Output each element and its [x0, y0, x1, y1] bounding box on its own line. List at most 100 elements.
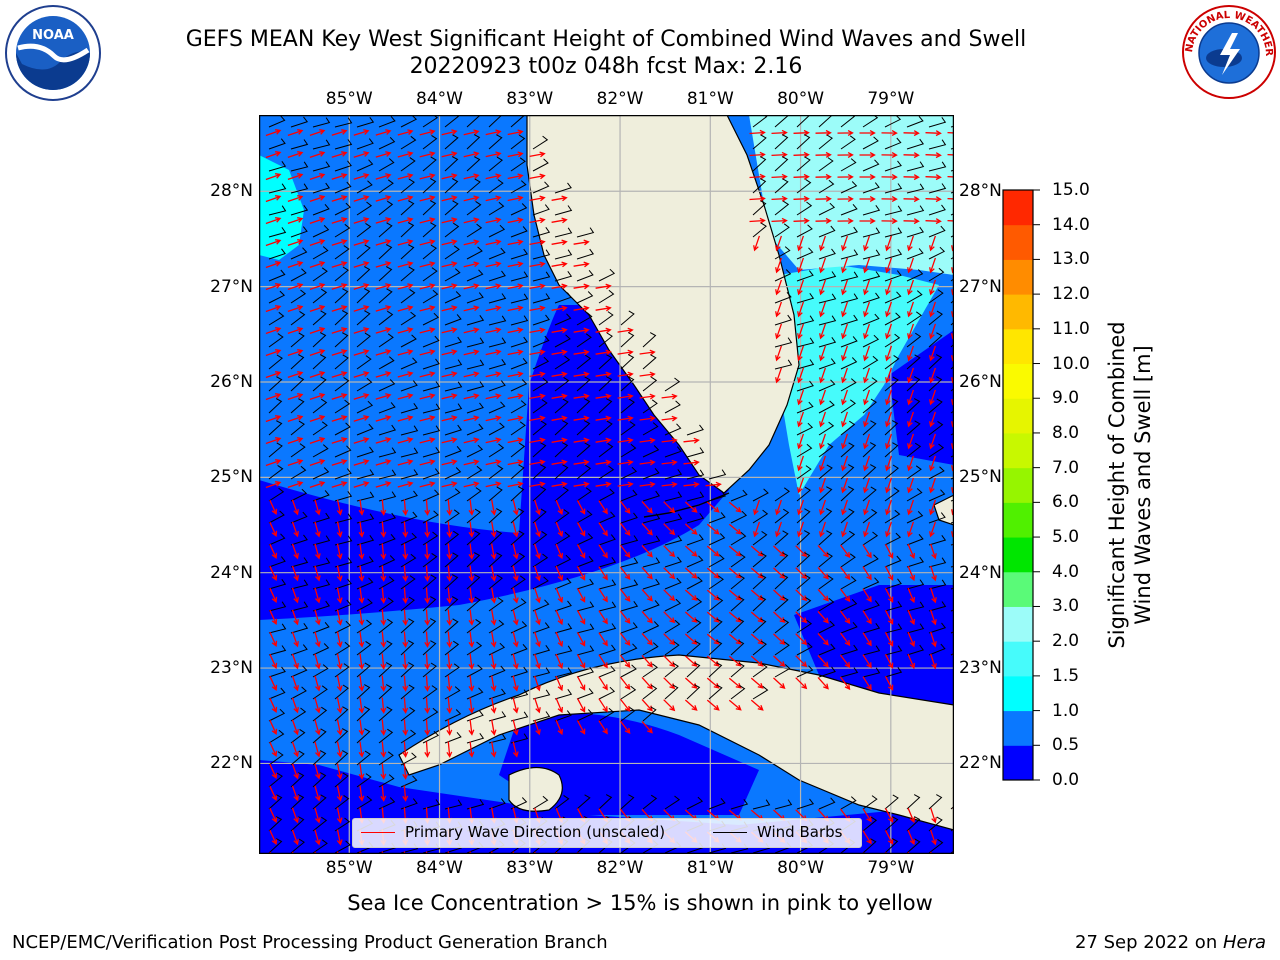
wind-barb	[466, 156, 481, 172]
wind-barb	[554, 420, 569, 436]
wave-direction-arrow	[336, 697, 343, 714]
wave-direction-arrow	[885, 367, 893, 384]
wind-barb	[444, 686, 461, 700]
wave-direction-arrow	[375, 283, 392, 290]
wave-direction-arrow	[358, 675, 365, 692]
wind-barb	[532, 335, 550, 348]
wind-barb	[510, 203, 528, 216]
wind-barb	[554, 376, 570, 392]
wave-direction-arrow	[463, 195, 480, 202]
wind-barb	[378, 512, 397, 524]
wind-barb	[928, 225, 946, 238]
wave-direction-arrow	[663, 523, 676, 536]
wave-direction-arrow	[771, 151, 788, 158]
colorbar-segment	[1003, 259, 1033, 295]
wind-barb	[356, 556, 374, 568]
wind-barb	[290, 116, 309, 128]
wave-direction-arrow	[358, 587, 365, 604]
wave-direction-arrow	[930, 807, 937, 824]
wave-direction-arrow	[775, 301, 783, 318]
wave-direction-arrow	[573, 239, 590, 246]
wave-direction-arrow	[358, 609, 365, 626]
wind-barb	[488, 619, 505, 634]
wind-barb	[510, 575, 526, 590]
wave-direction-arrow	[512, 521, 519, 538]
wind-barb	[488, 315, 507, 326]
wind-barb	[532, 356, 550, 370]
wind-barb	[730, 553, 746, 568]
wave-direction-arrow	[598, 522, 608, 537]
wave-direction-arrow	[598, 698, 608, 713]
wave-direction-arrow	[375, 481, 392, 488]
colorbar-segment	[1003, 224, 1033, 260]
wind-barb	[620, 354, 635, 370]
wave-direction-arrow	[353, 415, 370, 422]
colorbar-segment	[1003, 328, 1033, 365]
wind-barb	[312, 354, 327, 370]
wind-barb	[818, 293, 837, 304]
wave-direction-arrow	[485, 129, 502, 136]
wind-barb	[554, 464, 569, 480]
wave-direction-arrow	[684, 523, 698, 535]
wave-direction-arrow	[265, 481, 282, 489]
wind-barb	[840, 115, 856, 128]
wave-direction-arrow	[468, 543, 475, 560]
wind-barb	[312, 839, 328, 854]
wind-barb	[290, 601, 309, 612]
wave-direction-arrow	[534, 631, 541, 648]
colorbar-tick-label: 6.0	[1052, 492, 1080, 513]
wave-direction-arrow	[907, 499, 915, 516]
wind-barb	[598, 794, 613, 810]
wave-direction-arrow	[884, 631, 894, 647]
wave-direction-arrow	[446, 675, 453, 692]
wave-direction-arrow	[419, 415, 436, 422]
wave-direction-arrow	[929, 477, 937, 494]
wind-barb	[906, 579, 925, 590]
wind-barb	[422, 403, 441, 414]
wave-direction-arrow	[797, 323, 805, 340]
wave-direction-arrow	[881, 174, 898, 180]
wind-barb	[928, 398, 943, 414]
wind-barb	[554, 205, 573, 216]
wave-direction-arrow	[507, 305, 524, 312]
wind-barb	[928, 139, 947, 150]
wind-barb	[884, 227, 903, 238]
wave-direction-arrow	[419, 129, 436, 136]
wave-direction-arrow	[507, 217, 524, 224]
wind-barb	[488, 134, 503, 150]
wave-direction-arrow	[265, 239, 282, 247]
wind-barb	[444, 134, 459, 150]
wind-barb	[708, 596, 724, 612]
wind-barb	[884, 115, 902, 128]
wave-direction-arrow	[291, 829, 299, 846]
wave-direction-arrow	[661, 415, 678, 422]
wind-barb	[884, 487, 900, 502]
wind-barb	[598, 623, 617, 634]
wind-barb	[532, 227, 551, 238]
wind-barb	[422, 596, 437, 612]
wind-barb	[818, 530, 833, 546]
wave-direction-arrow	[885, 477, 893, 494]
wind-barb	[334, 160, 352, 172]
longitude-label: 84°W	[416, 89, 463, 109]
wind-barb	[554, 667, 573, 678]
wind-barb	[488, 359, 507, 370]
colorbar-tick-label: 9.0	[1052, 388, 1080, 409]
wave-direction-arrow	[863, 389, 871, 406]
wind-barb	[862, 227, 881, 238]
wind-barb	[928, 466, 945, 480]
wave-direction-arrow	[929, 323, 937, 340]
wind-barb	[312, 376, 327, 392]
wind-barb	[466, 664, 483, 678]
wave-direction-arrow	[907, 565, 916, 582]
wind-barb	[378, 662, 393, 678]
wind-barb	[356, 619, 373, 634]
wave-direction-arrow	[819, 499, 827, 516]
wind-barb	[664, 400, 681, 414]
wind-barb	[796, 293, 815, 304]
wave-direction-arrow	[907, 389, 915, 406]
wave-direction-arrow	[380, 521, 387, 538]
wind-barb	[796, 508, 811, 524]
wave-direction-arrow	[930, 609, 937, 626]
wind-barb	[576, 794, 591, 810]
